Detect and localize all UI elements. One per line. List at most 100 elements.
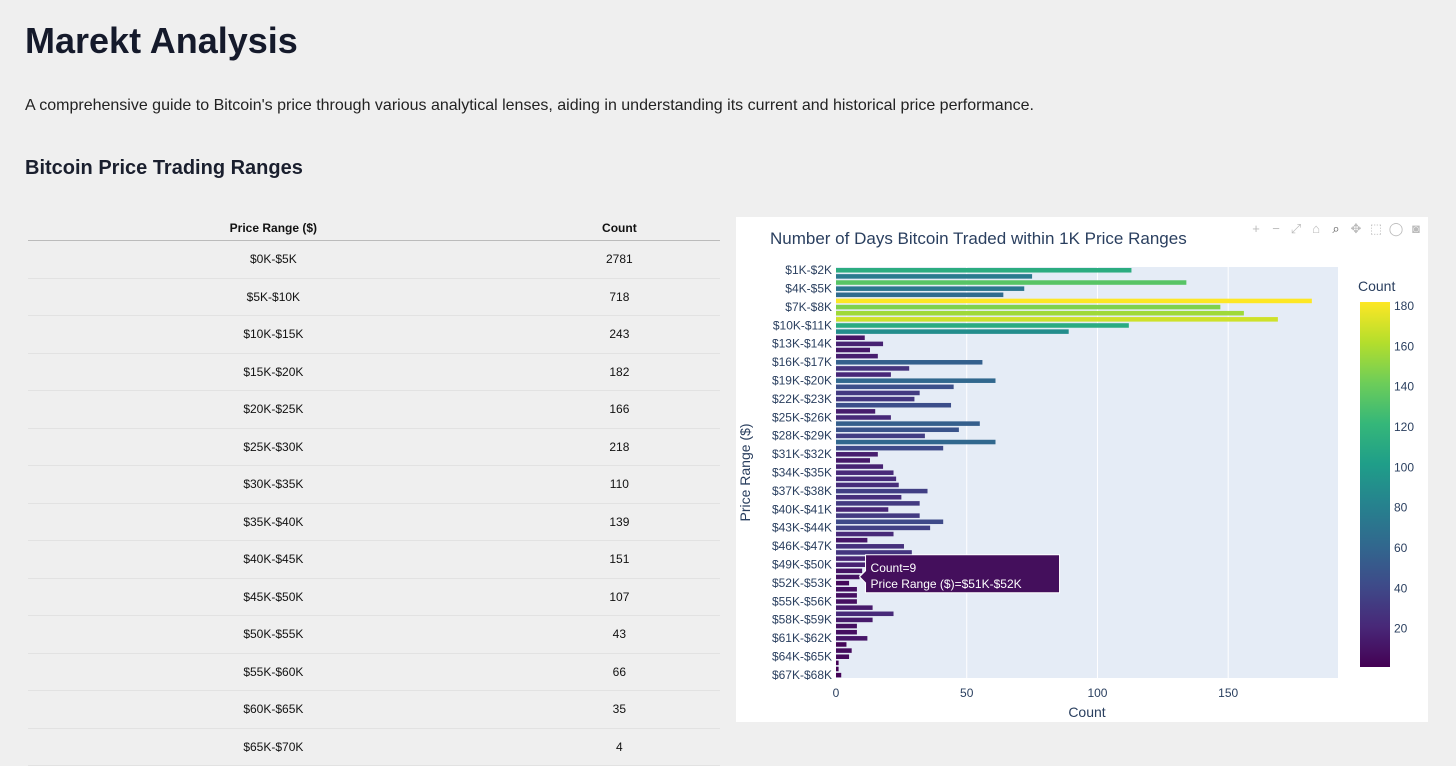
y-tick-label: $61K-$62K bbox=[772, 631, 832, 645]
zoom-out-icon[interactable]: − bbox=[1272, 221, 1280, 236]
bar bbox=[836, 396, 915, 402]
bar bbox=[836, 280, 1187, 285]
bar bbox=[836, 537, 868, 543]
colorbar-tick-label: 40 bbox=[1394, 581, 1408, 595]
bar bbox=[836, 464, 884, 469]
colorbar-tick-label: 180 bbox=[1394, 299, 1414, 313]
y-tick-label: $10K-$11K bbox=[773, 318, 832, 332]
table-row: $5K-$10K 718 bbox=[28, 278, 720, 316]
table-row: $65K-$70K 4 bbox=[28, 728, 720, 766]
count-cell: 4 bbox=[518, 728, 720, 766]
bar bbox=[836, 268, 1132, 273]
box-select-icon[interactable]: ⬚ bbox=[1369, 221, 1383, 236]
y-tick-label: $37K-$38K bbox=[772, 484, 832, 498]
price-range-cell: $60K-$65K bbox=[28, 690, 519, 729]
table-row: $30K-$35K 110 bbox=[28, 465, 720, 504]
plot-area bbox=[836, 267, 1338, 678]
y-tick-label: $25K-$26K bbox=[772, 410, 832, 424]
page-title: Marekt Analysis bbox=[25, 20, 298, 61]
table-row: $20K-$25K 166 bbox=[28, 390, 720, 429]
y-tick-label: $4K-$5K bbox=[785, 281, 832, 295]
x-axis-title: Count bbox=[1068, 704, 1105, 720]
bar bbox=[836, 544, 904, 549]
y-tick-label: $7K-$8K bbox=[785, 300, 832, 314]
bar bbox=[836, 433, 925, 439]
price-range-cell: $35K-$40K bbox=[28, 503, 519, 541]
bar bbox=[836, 666, 839, 672]
count-cell: 166 bbox=[518, 390, 720, 429]
home-icon[interactable]: ⌂ bbox=[1312, 221, 1320, 236]
bar bbox=[836, 629, 857, 635]
tooltip-count: Count=9 bbox=[871, 561, 917, 575]
table-row: $45K-$50K 107 bbox=[28, 578, 720, 616]
y-tick-label: $46K-$47K bbox=[772, 539, 832, 553]
bar bbox=[836, 605, 873, 610]
y-tick-label: $28K-$29K bbox=[772, 429, 832, 443]
section-title: Bitcoin Price Trading Ranges bbox=[25, 157, 303, 179]
count-cell: 243 bbox=[518, 315, 720, 354]
bar bbox=[836, 556, 886, 561]
colorbar-tick-label: 140 bbox=[1394, 380, 1414, 394]
count-cell: 218 bbox=[518, 428, 720, 466]
autoscale-icon[interactable]: ⤢ bbox=[1290, 221, 1302, 236]
price-range-cell: $0K-$5K bbox=[28, 240, 519, 279]
table-row: $10K-$15K 243 bbox=[28, 315, 720, 354]
bar bbox=[836, 642, 847, 647]
colorbar-tick-label: 160 bbox=[1394, 339, 1414, 353]
price-range-cell: $30K-$35K bbox=[28, 465, 519, 504]
y-tick-label: $1K-$2K bbox=[785, 263, 832, 277]
price-range-cell: $10K-$15K bbox=[28, 315, 519, 354]
bar bbox=[836, 531, 894, 537]
bar bbox=[836, 427, 959, 433]
y-tick-label: $31K-$32K bbox=[772, 447, 832, 461]
count-cell: 35 bbox=[518, 690, 720, 729]
price-range-cell: $65K-$70K bbox=[28, 728, 519, 766]
count-cell: 139 bbox=[518, 503, 720, 541]
bar bbox=[836, 482, 899, 488]
table-row: $40K-$45K 151 bbox=[28, 540, 720, 579]
table-row: $25K-$30K 218 bbox=[28, 428, 720, 466]
price-range-cell: $40K-$45K bbox=[28, 540, 519, 579]
bar bbox=[836, 384, 954, 390]
bar-chart[interactable]: 0 50 100 150 $1K-$2K $4K-$5K $7K-$8K $10K-$11K $… bbox=[736, 217, 1428, 722]
y-tick-label: $64K-$65K bbox=[772, 650, 832, 664]
column-header-count: Count bbox=[518, 216, 720, 241]
zoom-icon[interactable]: ⌕ bbox=[1332, 221, 1340, 236]
count-cell: 718 bbox=[518, 278, 720, 316]
y-tick-label: $67K-$68K bbox=[772, 668, 832, 682]
bar bbox=[836, 439, 996, 445]
x-tick-label: 150 bbox=[1218, 686, 1238, 700]
lasso-icon[interactable]: ◯ bbox=[1388, 221, 1404, 236]
bar bbox=[836, 292, 1004, 298]
table-row: $0K-$5K 2781 bbox=[28, 240, 720, 279]
x-tick-label: 0 bbox=[833, 686, 840, 700]
bar bbox=[836, 378, 996, 383]
bar bbox=[836, 470, 894, 475]
bar bbox=[836, 317, 1278, 322]
bar bbox=[836, 654, 850, 659]
column-header-price-range: Price Range ($) bbox=[28, 216, 519, 241]
bar bbox=[836, 329, 1069, 334]
price-range-cell: $55K-$60K bbox=[28, 653, 519, 691]
bar bbox=[836, 335, 865, 341]
zoom-in-icon[interactable]: + bbox=[1252, 221, 1260, 236]
bar bbox=[836, 660, 839, 666]
camera-icon[interactable]: ◙ bbox=[1412, 221, 1420, 236]
bar bbox=[836, 458, 870, 463]
x-tick-label: 100 bbox=[1087, 686, 1107, 700]
count-cell: 182 bbox=[518, 353, 720, 391]
pan-icon[interactable]: ✥ bbox=[1350, 221, 1362, 236]
tooltip-range: Price Range ($)=$51K-$52K bbox=[871, 577, 1022, 591]
bar bbox=[836, 402, 952, 408]
colorbar-tick-label: 60 bbox=[1394, 541, 1408, 555]
colorbar-tick-label: 100 bbox=[1394, 460, 1414, 474]
bar bbox=[836, 274, 1033, 279]
bar bbox=[836, 323, 1129, 328]
bar bbox=[836, 586, 857, 592]
bar bbox=[836, 353, 878, 359]
bar bbox=[836, 672, 842, 678]
price-range-cell: $25K-$30K bbox=[28, 428, 519, 466]
count-cell: 43 bbox=[518, 615, 720, 654]
colorbar-tick-label: 120 bbox=[1394, 420, 1414, 434]
count-cell: 110 bbox=[518, 465, 720, 504]
